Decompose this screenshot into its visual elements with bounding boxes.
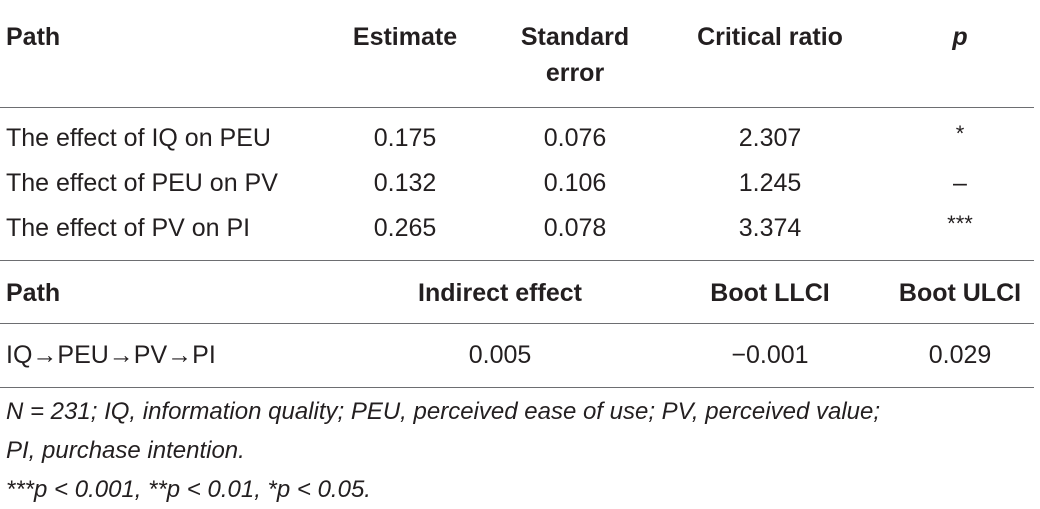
row2-critical-ratio: 1.245 bbox=[738, 169, 802, 197]
row4-path: IQ→PEU→PV→PI bbox=[6, 341, 216, 369]
header-standard-error-line1: Standard bbox=[520, 23, 630, 51]
header-standard-error-line2: error bbox=[545, 59, 605, 87]
row2-standard-error: 0.106 bbox=[543, 169, 607, 197]
row2-path: The effect of PEU on PV bbox=[6, 169, 278, 197]
row4-boot-llci: −0.001 bbox=[731, 341, 809, 369]
row1-estimate: 0.175 bbox=[373, 124, 437, 152]
row1-critical-ratio: 2.307 bbox=[738, 124, 802, 152]
rule-table2-top bbox=[0, 260, 1034, 261]
row1-path: The effect of IQ on PEU bbox=[6, 124, 271, 152]
row4-boot-ulci: 0.029 bbox=[928, 341, 992, 369]
header-p: p bbox=[952, 23, 968, 51]
row1-standard-error: 0.076 bbox=[543, 124, 607, 152]
row3-estimate: 0.265 bbox=[373, 214, 437, 242]
row1-p: * bbox=[955, 121, 965, 146]
footnote-significance: ***p < 0.001, **p < 0.01, *p < 0.05. bbox=[6, 476, 371, 503]
row3-path: The effect of PV on PI bbox=[6, 214, 251, 242]
header2-boot-ulci: Boot ULCI bbox=[898, 279, 1022, 307]
row3-p: *** bbox=[947, 211, 973, 236]
row4-indirect-effect: 0.005 bbox=[468, 341, 532, 369]
header2-path: Path bbox=[6, 279, 61, 307]
row2-p: – bbox=[953, 169, 967, 197]
rule-table1-header bbox=[0, 107, 1034, 108]
header-path: Path bbox=[6, 23, 61, 51]
row3-critical-ratio: 3.374 bbox=[738, 214, 802, 242]
rule-table-bottom bbox=[0, 387, 1034, 388]
rule-table2-header bbox=[0, 323, 1034, 324]
footnote-abbreviations-cont: PI, purchase intention. bbox=[6, 437, 245, 464]
header-estimate: Estimate bbox=[352, 23, 458, 51]
header2-indirect-effect: Indirect effect bbox=[418, 279, 582, 307]
header-critical-ratio: Critical ratio bbox=[697, 23, 843, 51]
header2-boot-llci: Boot LLCI bbox=[710, 279, 830, 307]
footnote-abbreviations: N = 231; IQ, information quality; PEU, p… bbox=[6, 398, 881, 425]
row3-standard-error: 0.078 bbox=[543, 214, 607, 242]
row2-estimate: 0.132 bbox=[373, 169, 437, 197]
